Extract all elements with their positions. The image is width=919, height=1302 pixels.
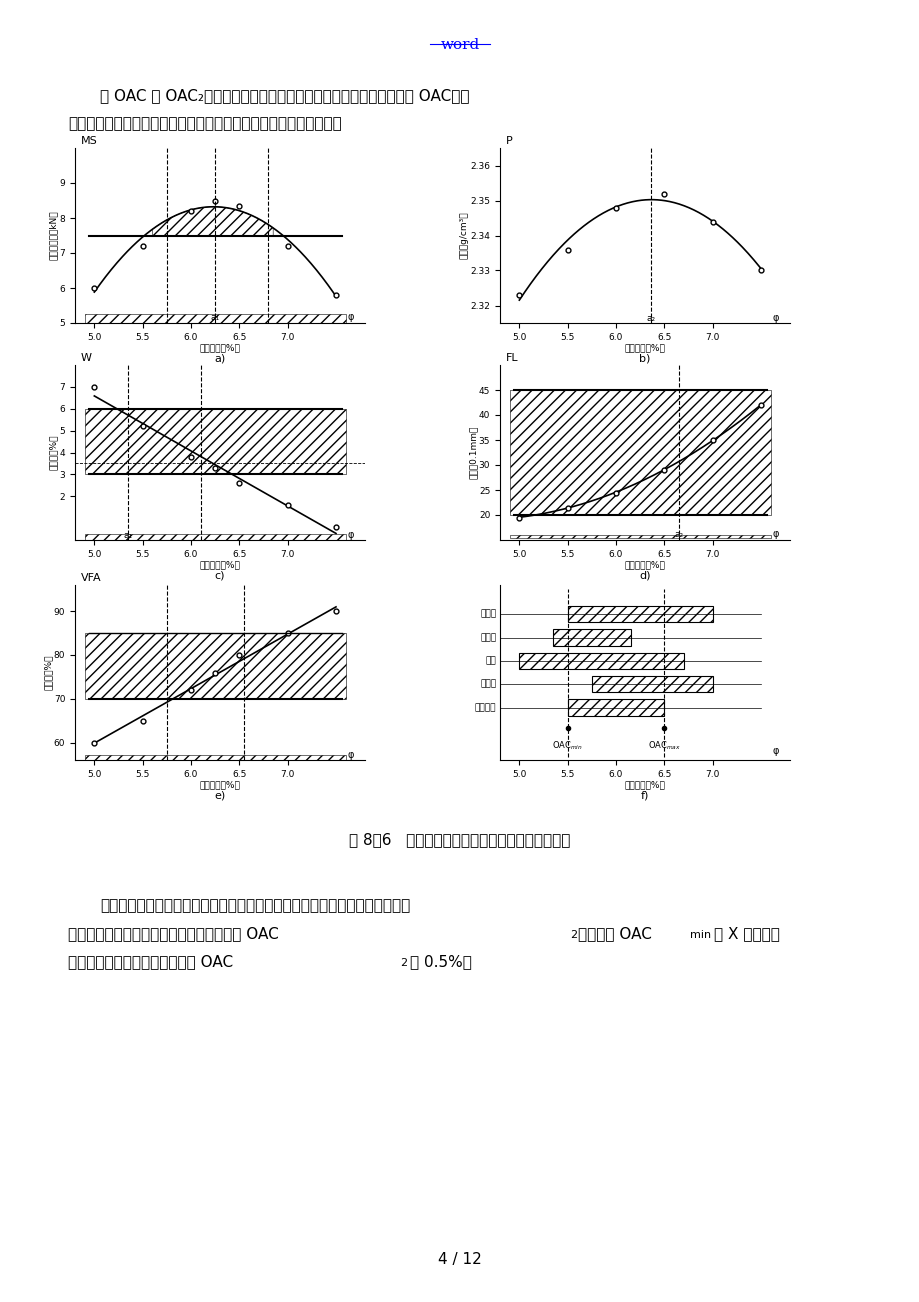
Text: FL: FL (505, 353, 518, 363)
Text: 空隙度: 空隙度 (480, 633, 495, 642)
Text: d): d) (639, 570, 650, 581)
Text: 2: 2 (400, 958, 407, 967)
Text: 流值: 流值 (485, 656, 495, 665)
Text: 稳定度: 稳定度 (480, 609, 495, 618)
X-axis label: 沥青用量（%）: 沥青用量（%） (199, 560, 240, 569)
Text: P: P (505, 137, 512, 146)
Text: 饱和度: 饱和度 (480, 680, 495, 689)
Y-axis label: 饱和度（%）: 饱和度（%） (43, 655, 52, 690)
Text: φ: φ (771, 314, 777, 323)
Text: a₂: a₂ (646, 314, 655, 323)
X-axis label: 沥青用量（%）: 沥青用量（%） (624, 780, 664, 789)
Text: OAC$_{max}$: OAC$_{max}$ (647, 740, 680, 751)
Text: a): a) (214, 354, 225, 363)
Text: 共同范围: 共同范围 (474, 703, 495, 712)
Text: W: W (81, 353, 92, 363)
Y-axis label: 空隙率（%）: 空隙率（%） (49, 435, 58, 470)
Text: φ: φ (346, 530, 354, 540)
X-axis label: 沥青用量（%）: 沥青用量（%） (624, 344, 664, 352)
Text: a₂: a₂ (674, 530, 683, 539)
Y-axis label: 马氏稳定度（kN）: 马氏稳定度（kN） (49, 211, 58, 260)
Text: VFA: VFA (81, 573, 101, 583)
Text: c): c) (214, 570, 225, 581)
Text: 最佳沥青用量，但一般不宜小于 OAC: 最佳沥青用量，但一般不宜小于 OAC (68, 954, 233, 969)
Text: 当 OAC 和 OAC₂结果有一定差距时，不能采用平均的方法确定最终的 OAC，而: 当 OAC 和 OAC₂结果有一定差距时，不能采用平均的方法确定最终的 OAC，… (100, 89, 469, 103)
X-axis label: 沥青用量（%）: 沥青用量（%） (199, 780, 240, 789)
Text: 对热区道路以及车辆渠化交通的高速公路、一级公路、城市快速路、主干路，: 对热区道路以及车辆渠化交通的高速公路、一级公路、城市快速路、主干路， (100, 898, 410, 913)
Text: OAC$_{min}$: OAC$_{min}$ (551, 740, 583, 751)
Text: 的 X 围内决定: 的 X 围内决定 (713, 926, 779, 941)
Text: φ: φ (346, 750, 354, 760)
Text: φ: φ (771, 529, 777, 539)
X-axis label: 沥青用量（%）: 沥青用量（%） (199, 344, 240, 352)
Text: φ: φ (771, 746, 777, 756)
Y-axis label: 流值（0.1mm）: 流值（0.1mm） (468, 426, 477, 479)
Text: 2: 2 (570, 930, 576, 940)
Text: 图 8－6   沥青用量与马歇尔稳定度试验指标关系图: 图 8－6 沥青用量与马歇尔稳定度试验指标关系图 (349, 832, 570, 848)
Text: min: min (689, 930, 710, 940)
Text: a₁: a₁ (210, 314, 220, 322)
X-axis label: 沥青用量（%）: 沥青用量（%） (624, 560, 664, 569)
Text: 是分别通过随后的水稳性试验和高温稳定性试验，综合考察后决定。: 是分别通过随后的水稳性试验和高温稳定性试验，综合考察后决定。 (68, 116, 341, 132)
Text: MS: MS (81, 137, 97, 146)
Text: 4 / 12: 4 / 12 (437, 1253, 482, 1267)
Text: φ: φ (346, 312, 354, 322)
Text: word: word (440, 38, 479, 52)
Text: 与下限值 OAC: 与下限值 OAC (577, 926, 652, 941)
Text: 的 0.5%。: 的 0.5%。 (410, 954, 471, 969)
Text: f): f) (641, 790, 649, 801)
Text: b): b) (639, 354, 650, 363)
Text: a₁: a₁ (123, 531, 132, 540)
Text: 预计有可能出现较大车辙时，可以在中限值 OAC: 预计有可能出现较大车辙时，可以在中限值 OAC (68, 926, 278, 941)
Text: e): e) (214, 790, 225, 801)
Y-axis label: 密度（g/cm³）: 密度（g/cm³） (460, 212, 469, 259)
